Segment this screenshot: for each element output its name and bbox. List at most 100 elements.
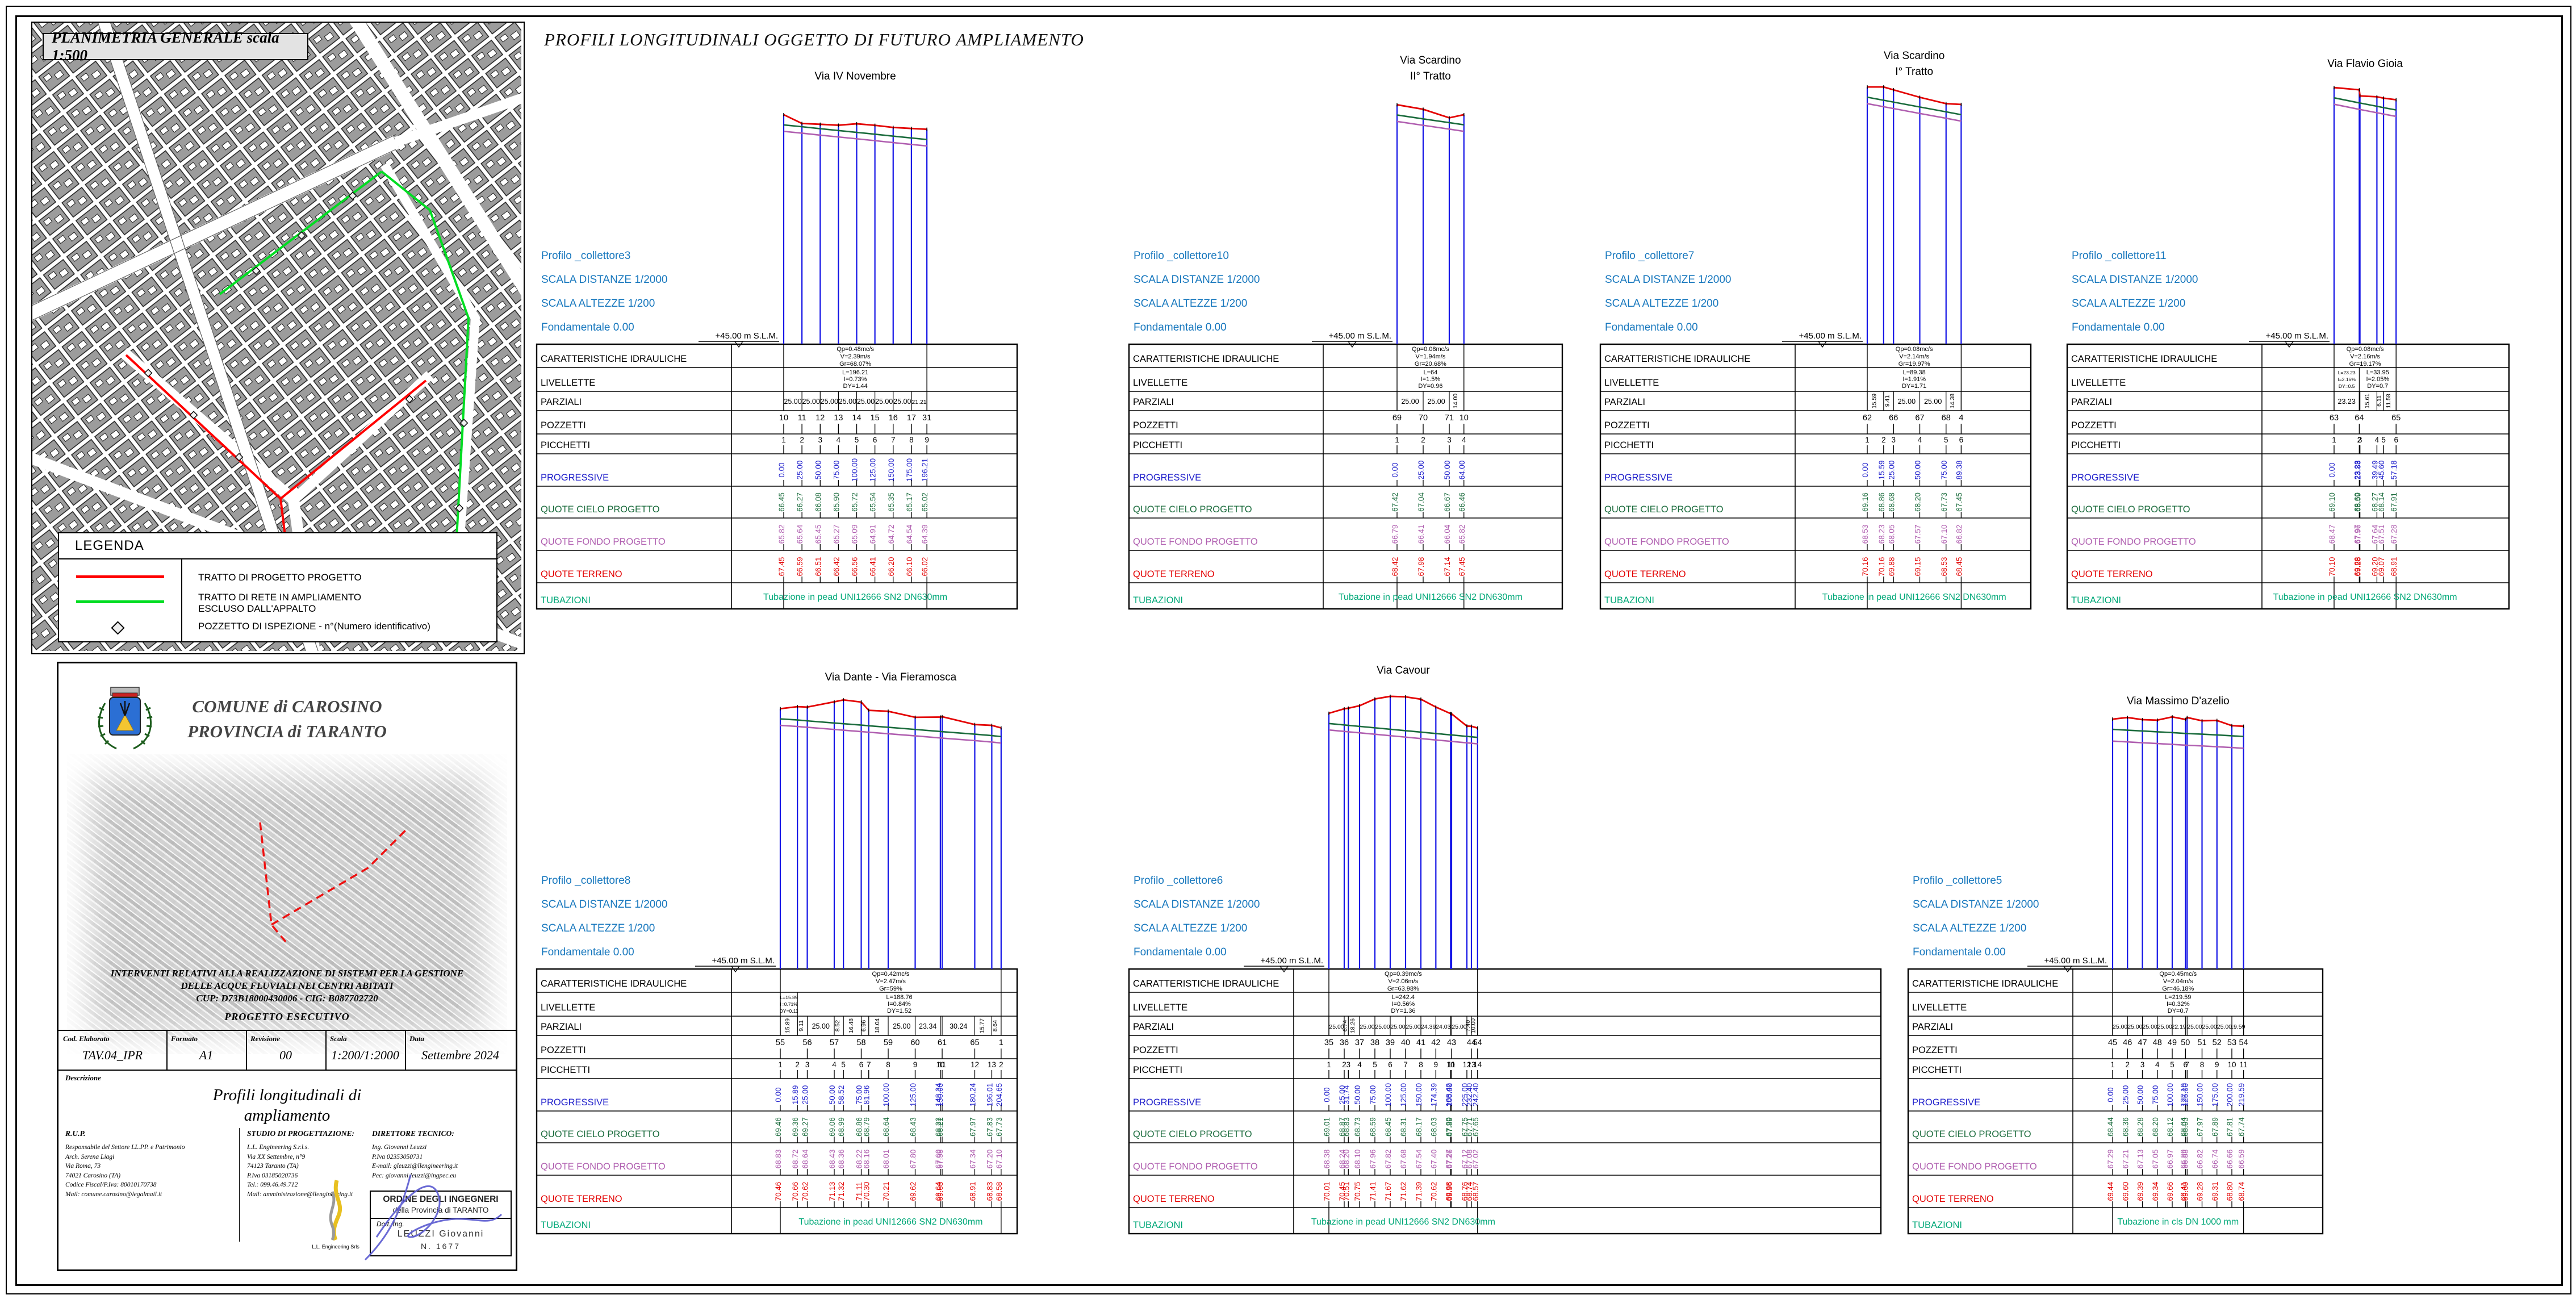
- profile-6-progressiva: 75.00: [1369, 1085, 1377, 1105]
- profile-4-info-3: Fondamentale 0.00: [2072, 321, 2165, 333]
- profile-6-livellette: L=242.4: [1392, 994, 1415, 1001]
- studio-line: L.L. Engineering S.r.l.s.: [247, 1144, 310, 1151]
- profile-7-pozzetto: 47: [2138, 1038, 2147, 1047]
- profile-2-pozzetto: 71: [1445, 413, 1454, 423]
- profile-5-quota-terreno: 69.62: [909, 1182, 918, 1201]
- profile-5-row-label-9: TUBAZIONI: [541, 1220, 591, 1230]
- profile-1-table-frame: [536, 343, 1018, 610]
- studio-line: P.Iva 03185020736: [247, 1172, 298, 1179]
- profile-4-livellette: I=2.05%: [2366, 376, 2389, 383]
- profile-5-quota-fondo: 68.16: [863, 1150, 871, 1169]
- profile-1-quota-terreno: 66.41: [869, 557, 877, 577]
- logo-caption: L.L. Engineering Srls: [312, 1244, 359, 1250]
- profile-6-info-1: SCALA DISTANZE 1/2000: [1134, 899, 1260, 910]
- profile-3-pozzetto: 68: [1942, 413, 1951, 423]
- profile-2-row-label-9: TUBAZIONI: [1133, 595, 1183, 605]
- profile-7-info-0: Profilo _collettore5: [1913, 875, 2002, 887]
- profile-1-parziale: 21.21: [911, 399, 926, 406]
- descrizione-label: Descrizione: [65, 1074, 101, 1082]
- profile-1-idrauliche: Qp=0.48mc/s: [837, 346, 874, 353]
- profile-6-parziale: 18.26: [1349, 1018, 1356, 1033]
- profile-6-pozzetto: 36: [1340, 1038, 1349, 1047]
- profile-7-quota-terreno: 69.28: [2196, 1182, 2205, 1201]
- profile-1-row-label-3: POZZETTI: [541, 420, 586, 431]
- profile-7-parziale: 22.19: [2172, 1024, 2186, 1030]
- rup-line: Via Roma, 73: [65, 1163, 101, 1169]
- profile-7-parziale: 19.59: [2230, 1024, 2245, 1030]
- profile-3-quota-terreno: 69.15: [1914, 557, 1922, 577]
- profile-6-livellette: I=0.56%: [1392, 1001, 1415, 1008]
- project-title-line1: INTERVENTI RELATIVI ALLA REALIZZAZIONE D…: [110, 968, 464, 979]
- profile-2-picchetto: 1: [1395, 436, 1399, 444]
- profile-6-row-label-8: QUOTE TERRENO: [1133, 1194, 1215, 1204]
- profile-5-quota-fondo: 68.22: [855, 1150, 864, 1169]
- profile-1-street-title: Via IV Novembre: [814, 70, 896, 82]
- profile-3-row-label-6: QUOTE CIELO PROGETTO: [1604, 504, 1724, 515]
- profile-4-datum-label: +45.00 m S.L.M.: [2266, 331, 2328, 341]
- profile-4-quota-terreno: 69.07: [2377, 557, 2386, 577]
- profile-7-pozzetto: 50: [2181, 1038, 2190, 1047]
- profile-7-progressiva: 25.00: [2121, 1085, 2130, 1105]
- profile-7-info-1: SCALA DISTANZE 1/2000: [1913, 899, 2039, 910]
- profile-2-terreno-line: [1396, 104, 1465, 119]
- cod-value: TAV.04_IPR: [82, 1048, 143, 1062]
- profile-6-quota-terreno: 70.45: [1338, 1182, 1346, 1201]
- profile-1-quota-fondo: 65.64: [796, 524, 804, 544]
- profile-7-parziale: 25.00: [2202, 1024, 2217, 1030]
- profile-3-table-frame: [1599, 343, 2032, 610]
- profile-7-picchetto: 1: [2110, 1060, 2115, 1069]
- profile-5-quota-fondo: 67.60: [934, 1150, 943, 1169]
- profile-4-progressiva: 23.88: [2354, 461, 2362, 480]
- profile-4-quota-cielo: 68.59: [2354, 492, 2362, 512]
- profile-3-quota-fondo: 68.23: [1877, 525, 1886, 544]
- profile-5-quota-cielo: 68.64: [882, 1117, 890, 1137]
- profile-3-quota-terreno: 70.16: [1877, 557, 1886, 577]
- profile-6-picchetto: 5: [1373, 1060, 1377, 1069]
- profile-1-row-label-4: PICCHETTI: [541, 440, 590, 450]
- profile-7-parziale: 25.00: [2127, 1024, 2142, 1030]
- profile-6-picchetto: 14: [1473, 1060, 1482, 1069]
- profile-2-quota-terreno: 67.98: [1417, 557, 1425, 577]
- profile-1-picchetto: 2: [800, 436, 804, 444]
- profile-1-parziale: 25.00: [839, 398, 856, 406]
- profiles-main-title: PROFILI LONGITUDINALI OGGETTO DI FUTURO …: [544, 30, 1084, 49]
- profile-7-parziale: 25.00: [2157, 1024, 2172, 1030]
- profile-4-quota-cielo: 69.10: [2328, 492, 2336, 512]
- profile-1-info-2: SCALA ALTEZZE 1/200: [541, 298, 655, 310]
- profile-7-quota-terreno: 69.34: [2151, 1181, 2160, 1201]
- profile-4-livellette: L=23.23: [2338, 370, 2356, 375]
- title-block: COMUNE di CAROSINO PROVINCIA di TARANTO …: [57, 662, 517, 1271]
- profile-7-row-label-0: CARATTERISTICHE IDRAULICHE: [1912, 979, 2058, 989]
- profile-7-quota-terreno: 68.80: [2226, 1182, 2234, 1201]
- profile-1-quota-terreno: 66.02: [921, 557, 929, 577]
- profile-6-parziale: 25.00: [1329, 1024, 1344, 1030]
- aerial-photo: [67, 754, 507, 1054]
- profile-6-quota-terreno: 71.41: [1369, 1182, 1377, 1201]
- profile-6-parziale: 25.00: [1375, 1024, 1390, 1030]
- profile-6-quota-cielo: 68.17: [1415, 1117, 1423, 1137]
- profile-6-picchetto: 7: [1403, 1060, 1408, 1069]
- profile-6-quota-cielo: 68.03: [1429, 1117, 1438, 1137]
- profile-6-quota-terreno: 68.76: [1461, 1182, 1469, 1201]
- profile-6-quota-fondo: 67.02: [1471, 1150, 1480, 1169]
- profile-5-quota-cielo: 69.06: [828, 1117, 837, 1137]
- profile-3-info-2: SCALA ALTEZZE 1/200: [1605, 298, 1718, 310]
- profile-6-quota-fondo: 67.96: [1369, 1150, 1377, 1169]
- profile-7-quota-cielo: 68.28: [2136, 1117, 2145, 1137]
- profile-3-quota-terreno: 70.16: [1861, 557, 1870, 577]
- profile-6-tubazioni: Tubazione in pead UNI12666 SN2 DN630mm: [1311, 1217, 1495, 1227]
- profile-7-pozzetto: 46: [2123, 1038, 2132, 1047]
- profile-5-datum-label: +45.00 m S.L.M.: [712, 956, 775, 966]
- profile-4-livellette: DY=0.7: [2367, 383, 2388, 390]
- profile-5-parziale: 6.96: [860, 1020, 867, 1032]
- profile-7-quota-cielo: 67.81: [2226, 1117, 2234, 1137]
- profile-5-quota-fondo: 67.80: [909, 1150, 918, 1169]
- profile-3-progressiva: 15.59: [1877, 461, 1886, 480]
- profile-6-picchetto: 8: [1419, 1060, 1423, 1069]
- profile-4-quota-cielo: 68.14: [2377, 492, 2386, 512]
- profile-3-quota-fondo: 68.53: [1861, 525, 1870, 544]
- profile-1-pozzetto: 11: [798, 413, 806, 423]
- profile-1-tubazioni: Tubazione in pead UNI12666 SN2 DN630mm: [763, 592, 947, 602]
- profile-3-quota-fondo: 68.05: [1887, 525, 1896, 544]
